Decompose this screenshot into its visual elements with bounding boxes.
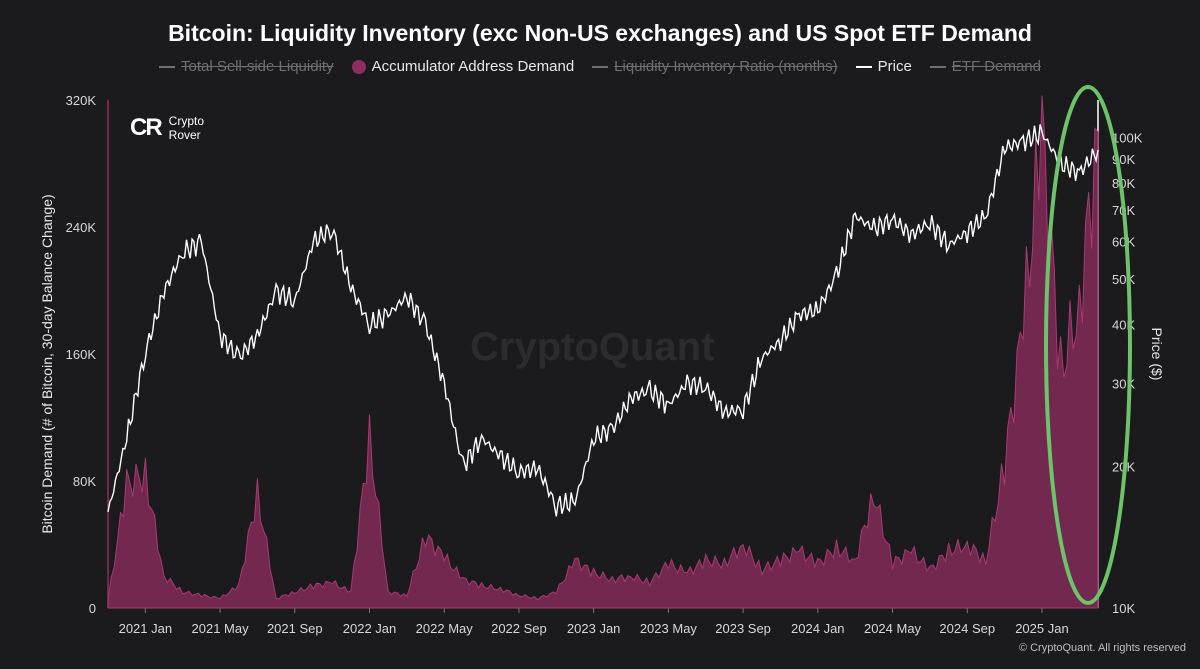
x-tick-label: 2024 May: [864, 621, 922, 636]
legend-line-swatch: [592, 65, 609, 68]
y-tick-label: 160K: [66, 347, 97, 362]
x-tick-label: 2023 Jan: [567, 621, 621, 636]
x-tick-label: 2024 Sep: [939, 621, 995, 636]
y2-tick-label: 50K: [1112, 272, 1135, 287]
legend-label: Total Sell-side Liquidity: [180, 58, 334, 75]
legend-label: Liquidity Inventory Ratio (months): [614, 58, 838, 75]
legend-line-swatch: [158, 65, 175, 68]
x-tick-label: 2021 May: [192, 621, 250, 636]
series-accumulator-address-demand: [107, 95, 1099, 609]
x-tick-label: 2022 Jan: [343, 621, 397, 636]
y2-tick-label: 80K: [1112, 176, 1135, 191]
y2-tick-label: 30K: [1112, 376, 1135, 391]
y-axis-label: Bitcoin Demand (# of Bitcoin, 30-day Bal…: [39, 194, 55, 533]
y-tick-label: 80K: [73, 474, 96, 489]
legend-line-swatch: [929, 65, 946, 68]
y2-tick-label: 100K: [1112, 130, 1143, 145]
legend-item-accumulator-address-demand[interactable]: Accumulator Address Demand: [351, 58, 575, 75]
x-tick-label: 2025 Jan: [1015, 621, 1069, 636]
legend-item-price[interactable]: Price: [855, 58, 912, 75]
legend-item-liquidity-inventory-ratio[interactable]: Liquidity Inventory Ratio (months): [592, 58, 838, 75]
chart-title: Bitcoin: Liquidity Inventory (exc Non-US…: [168, 20, 1032, 46]
x-tick-label: 2022 May: [416, 621, 474, 636]
brand-name: Crypto Rover: [168, 114, 205, 142]
legend-dot-swatch: [351, 59, 366, 74]
legend-label: ETF Demand: [951, 58, 1041, 75]
legend-label: Accumulator Address Demand: [371, 58, 575, 75]
highlight-ellipse: [1044, 85, 1132, 605]
y2-tick-label: 10K: [1112, 601, 1135, 616]
legend-item-etf-demand[interactable]: ETF Demand: [929, 58, 1041, 75]
y2-axis-label: Price ($): [1149, 328, 1165, 381]
brand-logo-icon: CR: [130, 114, 163, 141]
series-price: [107, 124, 1099, 517]
x-tick-label: 2021 Sep: [267, 621, 323, 636]
x-tick-label: 2023 Sep: [715, 621, 771, 636]
x-tick-label: 2021 Jan: [119, 621, 173, 636]
brand: CR Crypto Rover: [130, 114, 204, 142]
y-tick-label: 0: [89, 601, 96, 616]
legend-line-swatch: [855, 65, 872, 68]
legend: Total Sell-side Liquidity Accumulator Ad…: [0, 58, 1200, 75]
copyright-text: © CryptoQuant. All rights reserved: [1018, 642, 1186, 654]
x-tick-label: 2023 May: [640, 621, 698, 636]
watermark: CryptoQuant: [470, 325, 715, 369]
legend-item-total-sell-side-liquidity[interactable]: Total Sell-side Liquidity: [158, 58, 334, 75]
legend-label: Price: [877, 58, 912, 75]
y-tick-label: 320K: [66, 93, 97, 108]
y2-tick-label: 60K: [1112, 235, 1135, 250]
y-tick-label: 240K: [66, 220, 97, 235]
x-tick-label: 2022 Sep: [491, 621, 547, 636]
x-tick-label: 2024 Jan: [791, 621, 845, 636]
